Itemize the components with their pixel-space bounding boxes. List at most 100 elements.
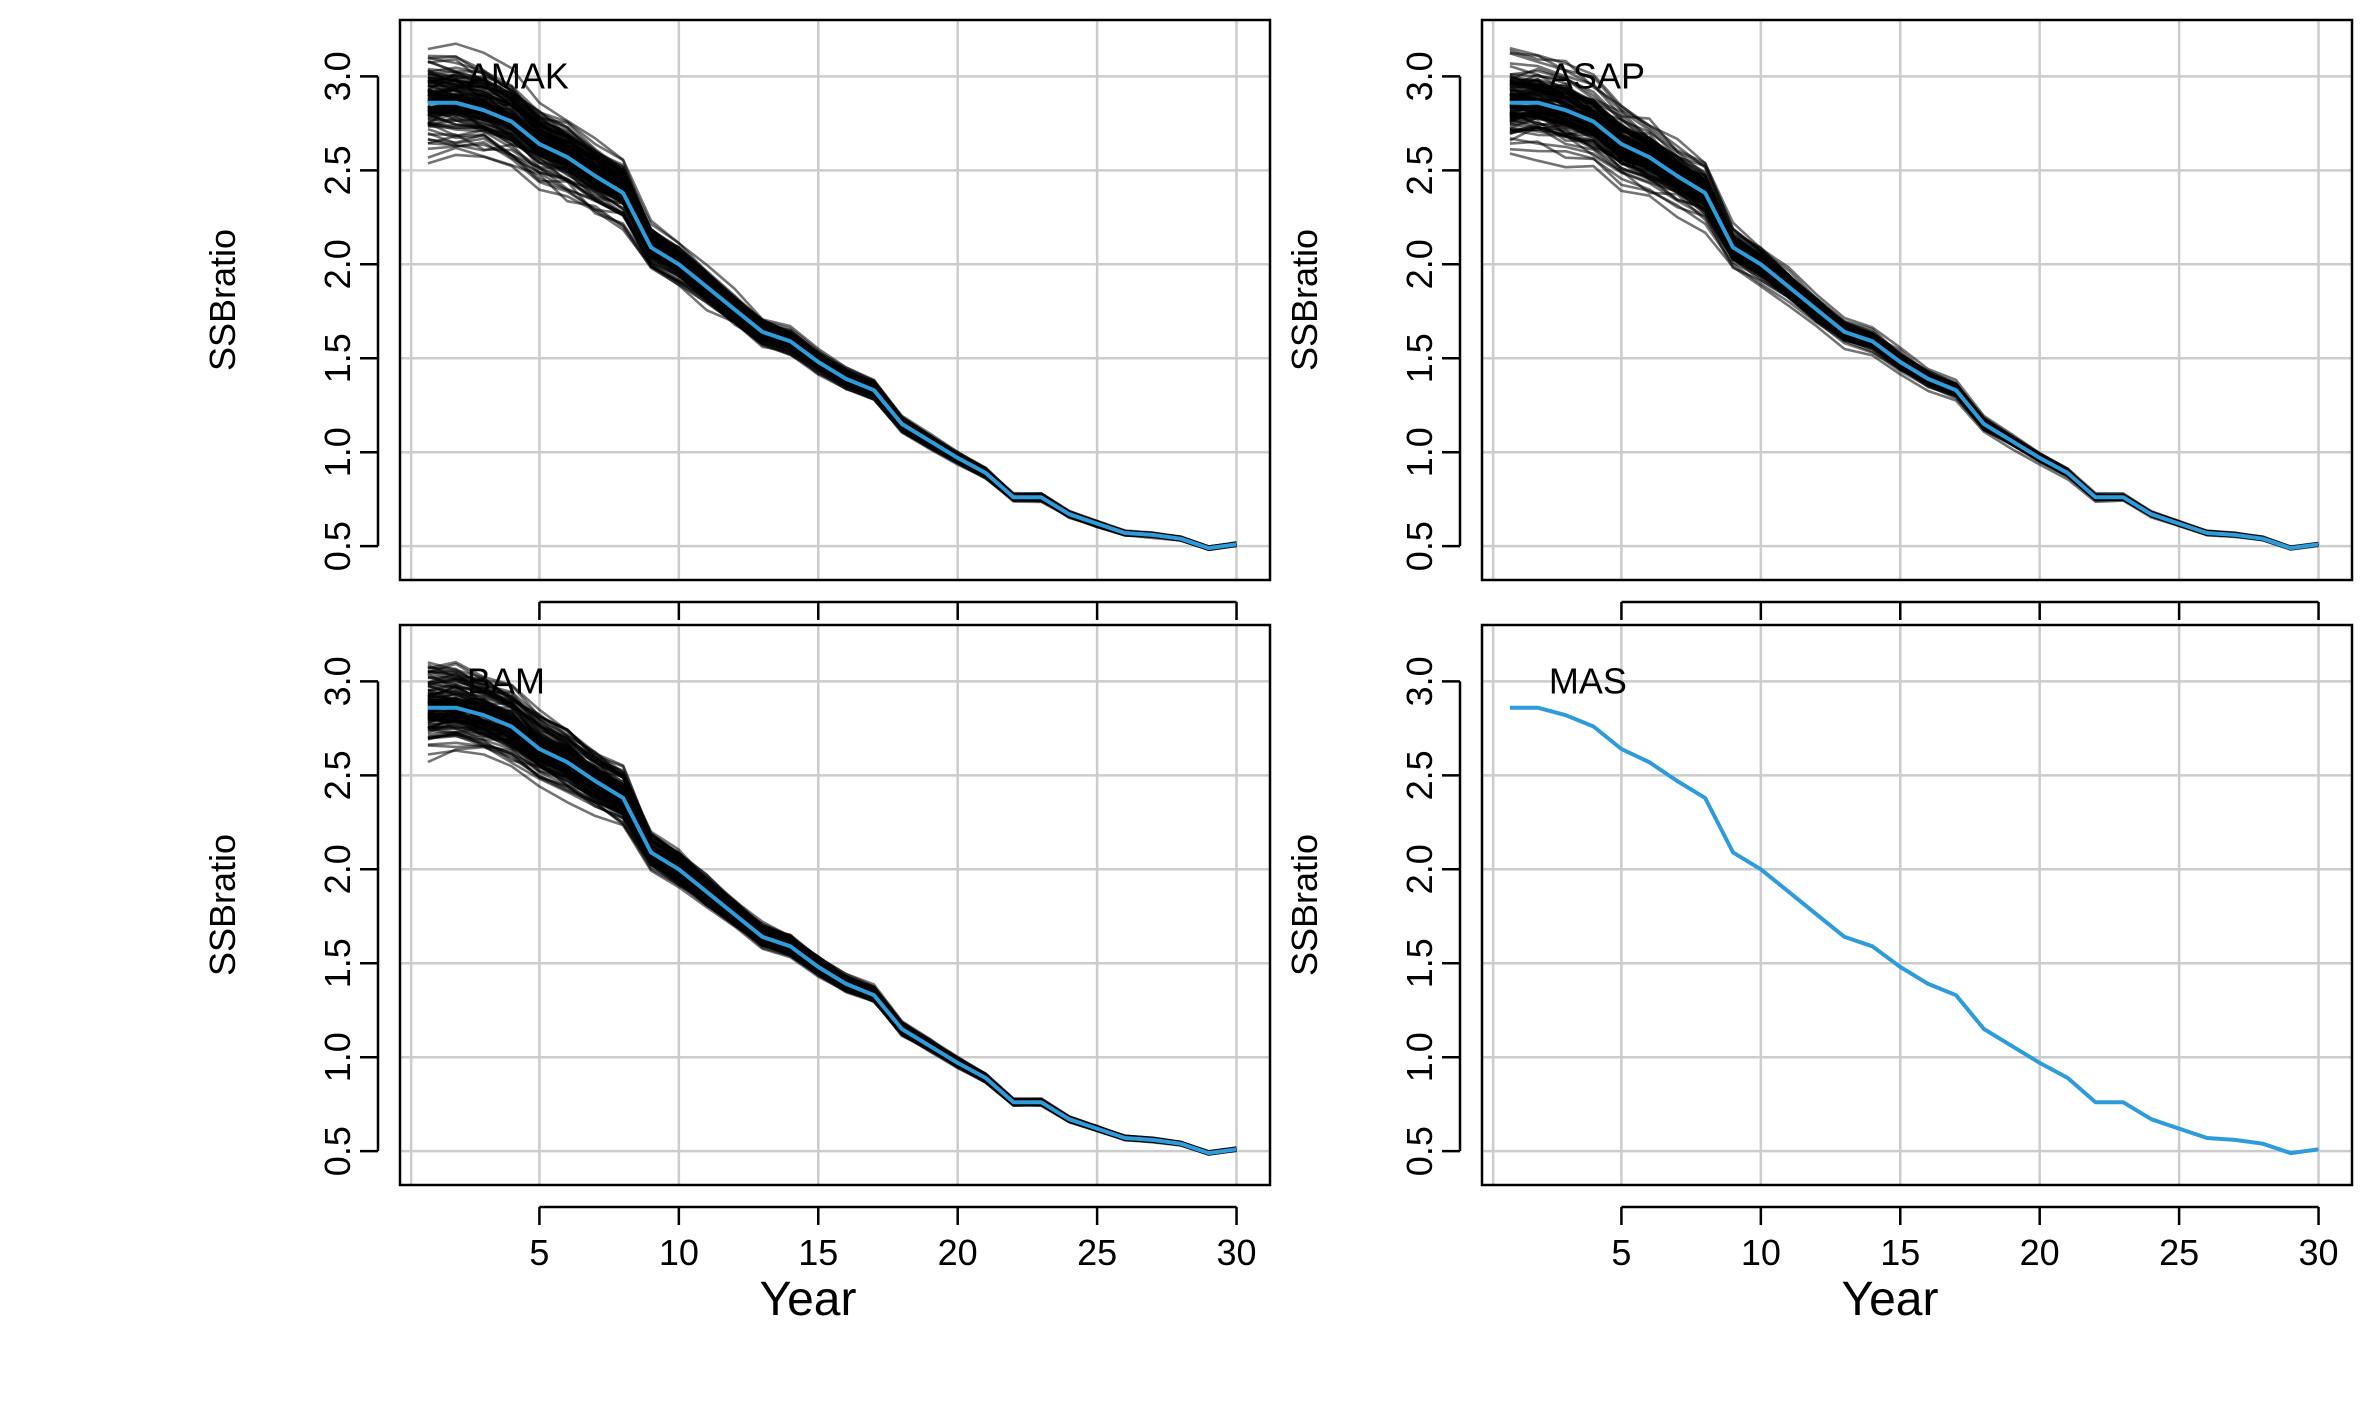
y-tick-label: 1.5 [1399, 333, 1440, 383]
ensemble-run-line [427, 121, 1237, 550]
x-axis-label: Year [1842, 1273, 1939, 1326]
plot-border [1480, 18, 2354, 582]
ensemble-run-line [427, 741, 1237, 1155]
chart-panel-amak: 0.5 1.0 1.5 2.0 2.5 3.0 SSBratio AMAK [202, 18, 1272, 620]
ensemble-run-line [427, 734, 1237, 1156]
x-tick-label: 10 [659, 1232, 699, 1273]
ensemble-run-line [427, 718, 1237, 1155]
ensemble-run-line [1509, 152, 2319, 551]
panel-label: ASAP [1549, 55, 1645, 96]
ensemble-run-line [427, 141, 1237, 552]
panel-label: MAS [1549, 660, 1627, 701]
ensemble-run-line [427, 733, 1237, 1156]
ensemble-run-line [427, 137, 1237, 551]
ensemble-run-line [427, 146, 1237, 551]
ensemble-run-line [427, 719, 1237, 1156]
ensemble-run-line [1509, 120, 2319, 551]
y-axis-label: SSBratio [202, 229, 243, 371]
ensemble-run-line [427, 121, 1237, 551]
y-tick-label: 3.0 [317, 656, 358, 706]
y-tick-label: 1.5 [317, 333, 358, 383]
x-tick-label: 30 [2299, 1232, 2339, 1273]
ensemble-run-line [1509, 140, 2319, 551]
ensemble-run-line [427, 133, 1237, 552]
ensemble-run-line [427, 724, 1237, 1156]
ensemble-run-line [427, 745, 1237, 1154]
ensemble-run-line [427, 744, 1237, 1155]
y-tick-label: 0.5 [1399, 521, 1440, 571]
y-tick-label: 1.5 [1399, 938, 1440, 988]
y-tick-label: 2.0 [1399, 844, 1440, 894]
ensemble-run-line [1509, 114, 2319, 550]
plot-border [398, 623, 1272, 1187]
plot-area [1509, 705, 2319, 1156]
y-tick-label: 2.5 [317, 145, 358, 195]
ensemble-run-line [427, 721, 1237, 1154]
y-tick-label: 2.0 [317, 239, 358, 289]
y-tick-label: 1.0 [1399, 427, 1440, 477]
x-tick-label: 5 [529, 1232, 549, 1273]
ensemble-run-line [427, 728, 1237, 1156]
x-tick-label: 15 [798, 1232, 838, 1273]
y-tick-label: 0.5 [317, 1126, 358, 1176]
ensemble-run-line [1509, 125, 2319, 550]
ensemble-run-line [427, 124, 1237, 551]
y-tick-label: 1.0 [317, 1032, 358, 1082]
series-line [427, 100, 1237, 551]
y-axis-label: SSBratio [202, 834, 243, 976]
y-tick-label: 0.5 [317, 521, 358, 571]
ensemble-run-line [427, 719, 1237, 1155]
ensemble-run-line [427, 731, 1237, 1156]
x-tick-label: 15 [1880, 1232, 1920, 1273]
y-tick-label: 2.0 [1399, 239, 1440, 289]
x-tick-label: 20 [938, 1232, 978, 1273]
y-tick-label: 3.0 [1399, 51, 1440, 101]
y-tick-label: 3.0 [317, 51, 358, 101]
ensemble-run-line [427, 723, 1237, 1156]
ensemble-run-line [427, 730, 1237, 1155]
x-tick-label: 20 [2020, 1232, 2060, 1273]
x-tick-label: 30 [1217, 1232, 1257, 1273]
y-axis-label: SSBratio [1284, 834, 1325, 976]
ensemble-run-line [1509, 126, 2319, 550]
x-tick-label: 25 [1077, 1232, 1117, 1273]
ensemble-run-line [427, 718, 1237, 1155]
series-line [1509, 705, 2319, 1156]
ensemble-run-line [427, 133, 1237, 551]
x-axis-label: Year [760, 1273, 857, 1326]
ensemble-run-line [1509, 137, 2319, 550]
panel-label: AMAK [467, 55, 569, 96]
ensemble-run-line [427, 734, 1237, 1156]
ensemble-run-line [1509, 147, 2319, 551]
ensemble-run-line [1509, 125, 2319, 550]
ensemble-run-line [427, 719, 1237, 1155]
y-tick-label: 2.5 [1399, 145, 1440, 195]
plot-border [398, 18, 1272, 582]
ensemble-run-line [427, 731, 1237, 1155]
panel-label: BAM [467, 660, 545, 701]
ensemble-run-line [1509, 126, 2319, 551]
y-tick-label: 1.0 [317, 427, 358, 477]
chart-panel-asap: 0.5 1.0 1.5 2.0 2.5 3.0 SSBratio ASAP [1284, 18, 2354, 620]
y-tick-label: 2.5 [317, 750, 358, 800]
chart-panel-bam: 5 10 15 20 25 30 0.5 1.0 1.5 2.0 2.5 3.0 SSBratio Yea… [202, 623, 1272, 1326]
ensemble-run-line [427, 141, 1237, 551]
plot-area [427, 660, 1237, 1156]
y-tick-label: 1.0 [1399, 1032, 1440, 1082]
y-tick-label: 2.5 [1399, 750, 1440, 800]
plot-border [1480, 623, 2354, 1187]
ensemble-run-line [427, 78, 1237, 548]
y-tick-label: 2.0 [317, 844, 358, 894]
ensemble-run-line [427, 732, 1237, 1155]
y-axis-label: SSBratio [1284, 229, 1325, 371]
ensemble-lines [427, 42, 1237, 552]
ensemble-run-line [427, 125, 1237, 551]
ensemble-run-line [427, 133, 1237, 551]
ensemble-run-line [1509, 126, 2319, 551]
ensemble-lines [427, 660, 1237, 1156]
x-tick-label: 10 [1741, 1232, 1781, 1273]
ensemble-run-line [427, 153, 1237, 551]
series-line [427, 705, 1237, 1156]
plot-area [1509, 46, 2319, 551]
